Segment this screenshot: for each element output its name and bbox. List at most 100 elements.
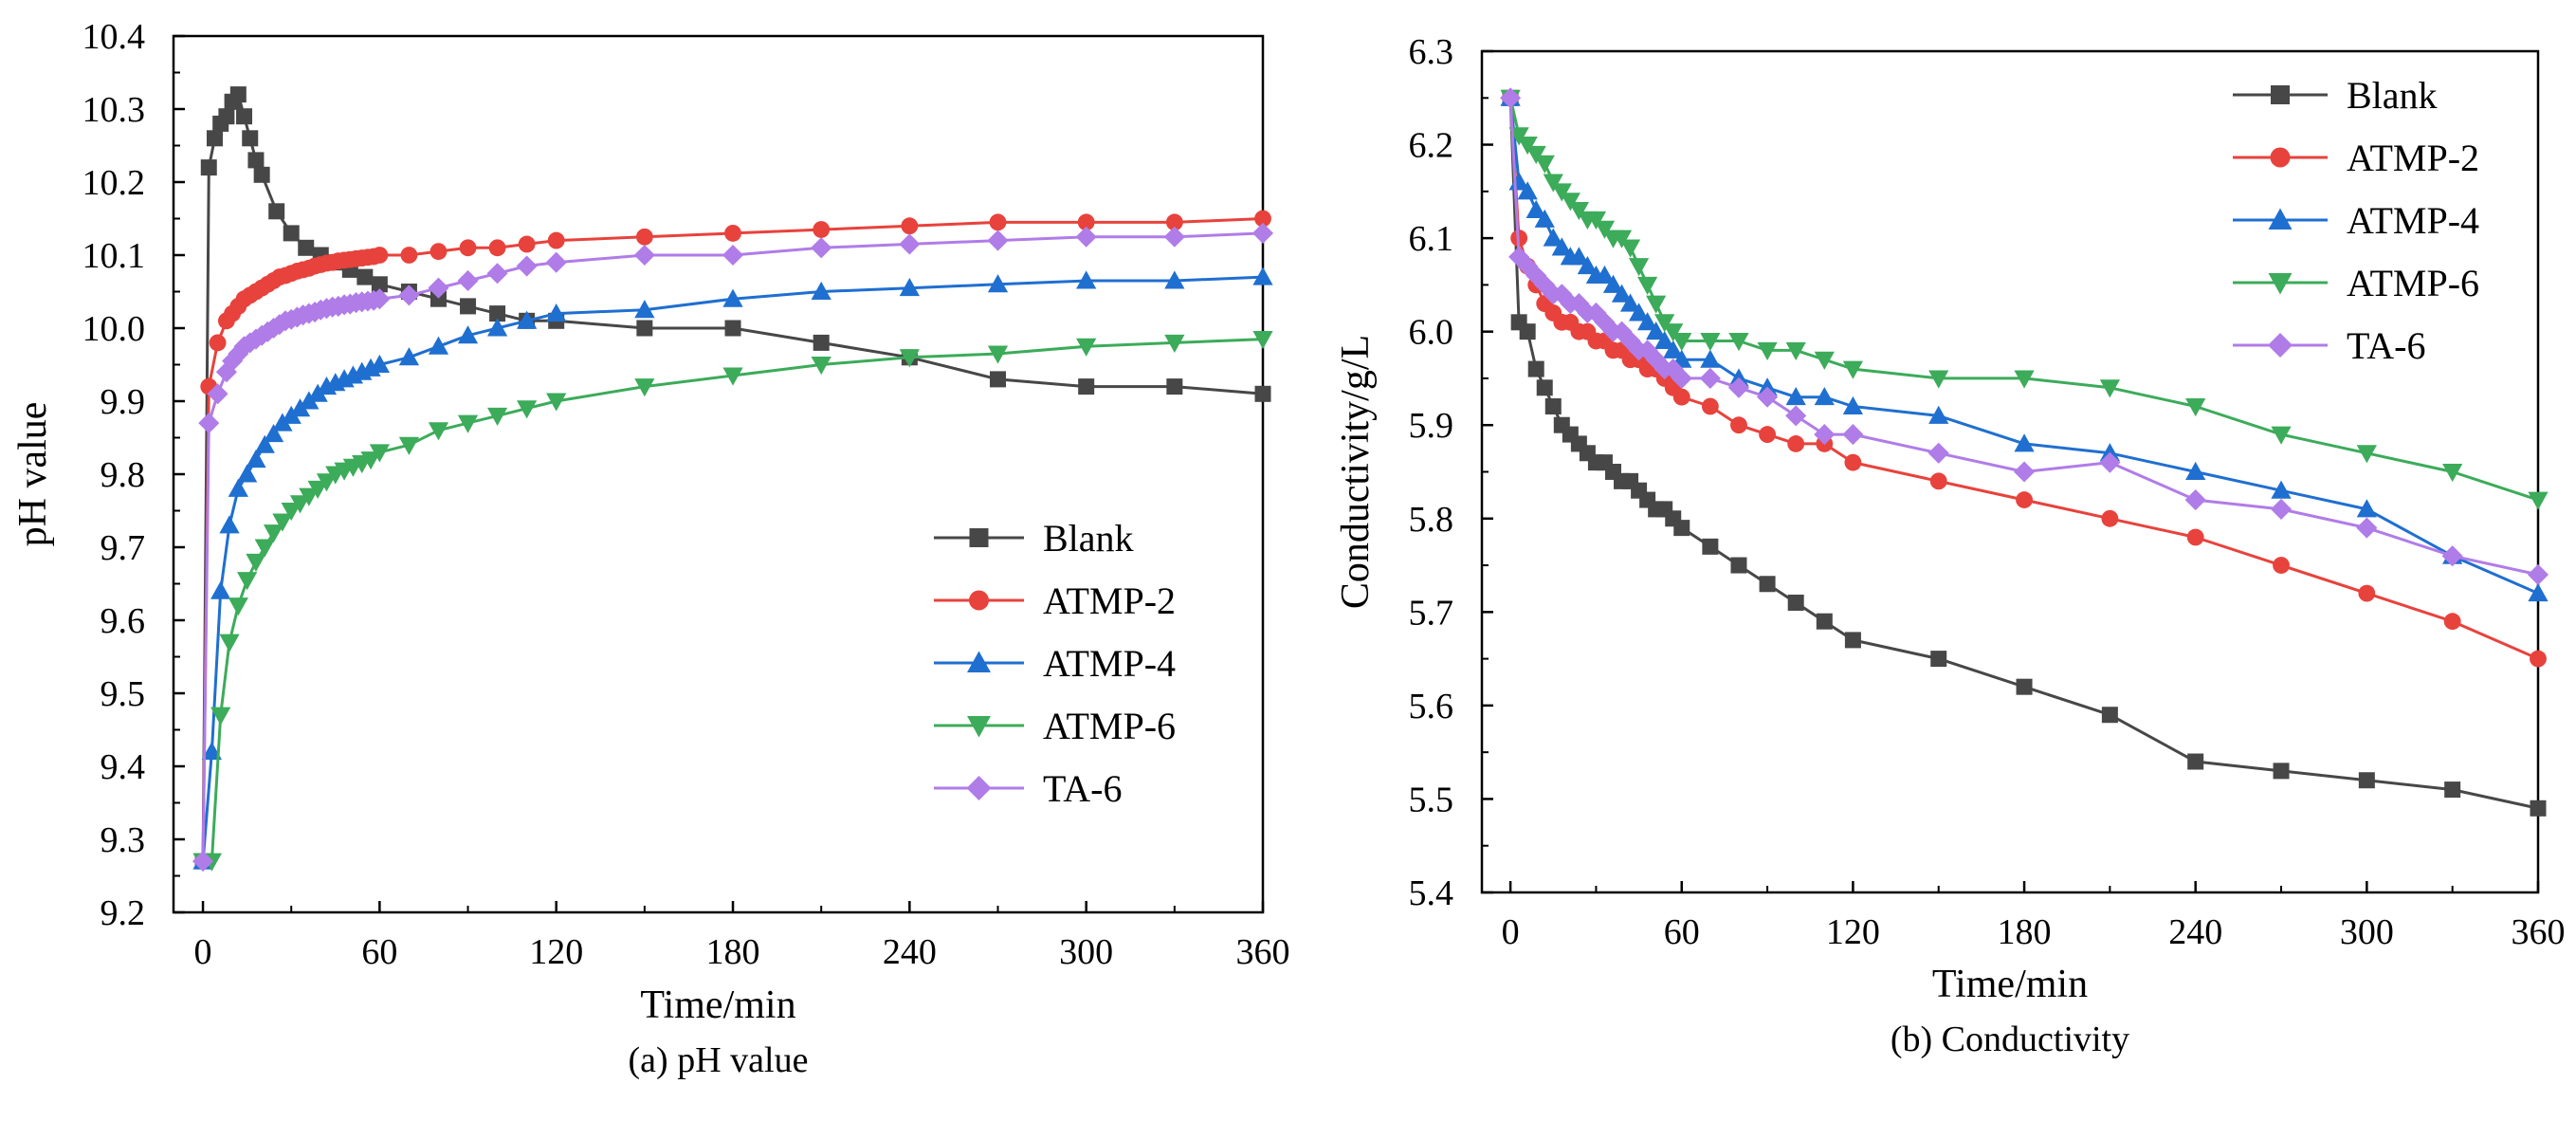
data-point	[546, 393, 567, 412]
data-point	[1654, 314, 1675, 333]
data-point	[1543, 228, 1563, 247]
data-point	[1517, 137, 1538, 156]
data-point	[219, 634, 240, 652]
data-point	[2443, 613, 2461, 631]
data-point	[1727, 377, 1750, 398]
data-point	[1602, 274, 1624, 293]
data-point	[228, 597, 248, 616]
data-point	[254, 434, 275, 453]
legend-label: TA-6	[2347, 324, 2425, 367]
data-point	[289, 495, 311, 514]
data-point	[2270, 498, 2293, 520]
y-tick-label: 6.0	[1409, 313, 1454, 353]
x-tick-label: 300	[1059, 932, 1113, 972]
legend-marker	[2268, 273, 2293, 295]
legend: Blank ATMP-2 ATMP-4 ATMP-6 TA-6	[2233, 74, 2479, 367]
legend-marker	[969, 528, 989, 547]
data-point	[1076, 270, 1097, 289]
data-point	[1663, 340, 1684, 358]
legend-marker	[966, 776, 992, 800]
data-point	[209, 334, 227, 352]
legend-label: Blank	[1043, 517, 1134, 560]
data-point	[206, 130, 223, 147]
data-point	[1628, 258, 1650, 277]
data-point	[210, 580, 231, 599]
data-point	[724, 320, 741, 337]
x-tick-label: 180	[1998, 912, 2052, 952]
data-point	[2187, 753, 2204, 770]
data-point	[2014, 461, 2036, 483]
data-point	[1814, 387, 1835, 406]
data-point	[1842, 360, 1864, 379]
data-point	[517, 310, 538, 329]
y-axis-label: Conductivity/g/L	[1334, 335, 1378, 609]
y-axis-label: pH value	[11, 402, 55, 547]
x-tick-label: 240	[2168, 912, 2222, 952]
legend-label: Blank	[2347, 74, 2438, 117]
data-point	[1254, 385, 1271, 402]
y-tick-label: 9.3	[100, 820, 146, 860]
data-point	[546, 303, 567, 322]
data-point	[237, 464, 258, 483]
y-tick-label: 10.2	[82, 163, 146, 203]
data-point	[1165, 213, 1183, 231]
data-point	[1526, 199, 1546, 219]
data-point	[724, 224, 741, 242]
data-point	[1534, 209, 1555, 228]
data-point	[1526, 145, 1546, 165]
legend-marker	[967, 651, 991, 672]
data-point	[2271, 480, 2292, 499]
x-tick-label: 60	[1664, 912, 1700, 952]
data-point	[1508, 127, 1529, 146]
data-point	[298, 239, 315, 256]
legend-label: ATMP-2	[2347, 137, 2479, 179]
data-point	[369, 354, 391, 373]
y-tick-label: 5.8	[1409, 500, 1454, 540]
data-point	[811, 281, 831, 300]
data-point	[1637, 276, 1658, 296]
data-point	[428, 277, 449, 299]
data-point	[1078, 378, 1095, 395]
data-point	[1842, 395, 1864, 415]
x-tick-label: 300	[2340, 912, 2394, 952]
chart-title: (b) Conductivity	[1891, 1020, 2129, 1059]
y-tick-label: 6.3	[1409, 32, 1454, 72]
data-point	[242, 130, 259, 147]
data-point	[2528, 582, 2549, 602]
y-tick-label: 10.1	[82, 236, 146, 276]
data-point	[1700, 333, 1721, 352]
data-point	[263, 524, 284, 543]
data-point	[1816, 613, 1833, 630]
data-point	[429, 243, 448, 261]
data-point	[486, 318, 508, 337]
data-point	[246, 553, 266, 573]
data-point	[813, 221, 831, 238]
data-point	[547, 231, 565, 249]
data-point	[457, 269, 479, 291]
data-point	[1076, 338, 1097, 357]
data-point	[987, 274, 1009, 293]
data-point	[899, 233, 921, 255]
data-point	[228, 478, 248, 497]
data-point	[1673, 520, 1690, 537]
data-point	[1702, 538, 1719, 555]
data-point	[1534, 155, 1555, 174]
data-point	[398, 347, 420, 366]
legend: Blank ATMP-2 ATMP-4 ATMP-6 TA-6	[934, 517, 1176, 810]
y-tick-label: 6.1	[1409, 219, 1454, 259]
series-blank	[1502, 89, 2547, 817]
data-point	[371, 276, 388, 293]
x-tick-label: 240	[883, 932, 937, 972]
data-point	[1759, 426, 1777, 444]
data-point	[283, 225, 300, 242]
data-point	[457, 414, 479, 433]
data-point	[210, 707, 231, 726]
data-point	[1757, 341, 1778, 361]
data-point	[1654, 330, 1675, 350]
data-point	[1814, 351, 1835, 370]
data-point	[1543, 174, 1563, 193]
data-point	[2184, 489, 2206, 511]
series-blank	[194, 86, 1271, 870]
data-point	[1619, 293, 1641, 312]
